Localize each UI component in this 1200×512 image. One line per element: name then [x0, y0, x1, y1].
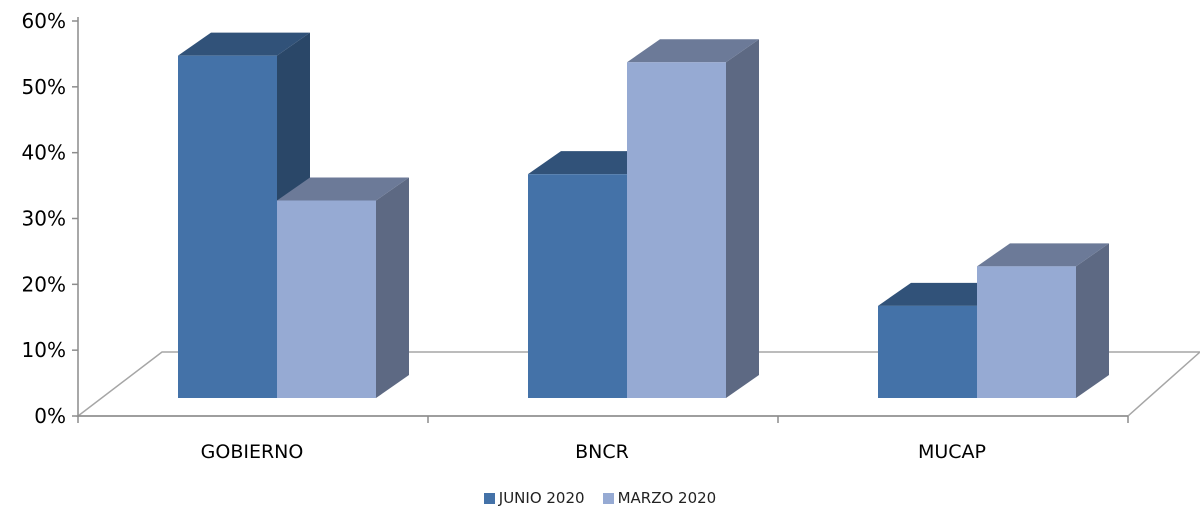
bar-gobierno-junio: [178, 55, 277, 399]
x-category-label: BNCR: [575, 441, 629, 463]
bar-bncr-marzo: [627, 62, 726, 398]
bar-side-bncr-marzo: [726, 39, 759, 398]
legend-item-junio: JUNIO 2020: [483, 489, 585, 507]
y-tick-label: 30%: [22, 207, 66, 231]
legend-item-marzo: MARZO 2020: [602, 489, 717, 507]
legend-swatch-junio: [483, 492, 495, 504]
legend: JUNIO 2020 MARZO 2020: [0, 488, 1200, 508]
bar-gobierno-marzo: [277, 200, 376, 398]
x-category-label: GOBIERNO: [201, 441, 304, 463]
bar-top-gobierno-junio: [178, 32, 310, 56]
bar-side-gobierno-marzo: [376, 177, 409, 398]
bar-mucap-marzo: [977, 266, 1076, 398]
y-tick-label: 50%: [22, 75, 66, 99]
y-tick-label: 20%: [22, 272, 66, 296]
legend-swatch-marzo: [602, 492, 614, 504]
bar-mucap-junio: [878, 305, 977, 398]
y-tick-label: 0%: [34, 404, 66, 428]
bar-side-mucap-marzo: [1076, 243, 1109, 398]
bar-bncr-junio: [528, 174, 627, 398]
y-tick-label: 40%: [22, 141, 66, 165]
x-category-label: MUCAP: [918, 441, 986, 463]
y-tick-label: 60%: [22, 9, 66, 33]
y-tick-label: 10%: [22, 338, 66, 362]
bar-top-bncr-marzo: [627, 39, 759, 63]
bar-top-mucap-marzo: [977, 243, 1109, 267]
legend-label-marzo: MARZO 2020: [617, 489, 717, 507]
bar-top-gobierno-marzo: [277, 177, 409, 201]
legend-label-junio: JUNIO 2020: [498, 489, 585, 507]
